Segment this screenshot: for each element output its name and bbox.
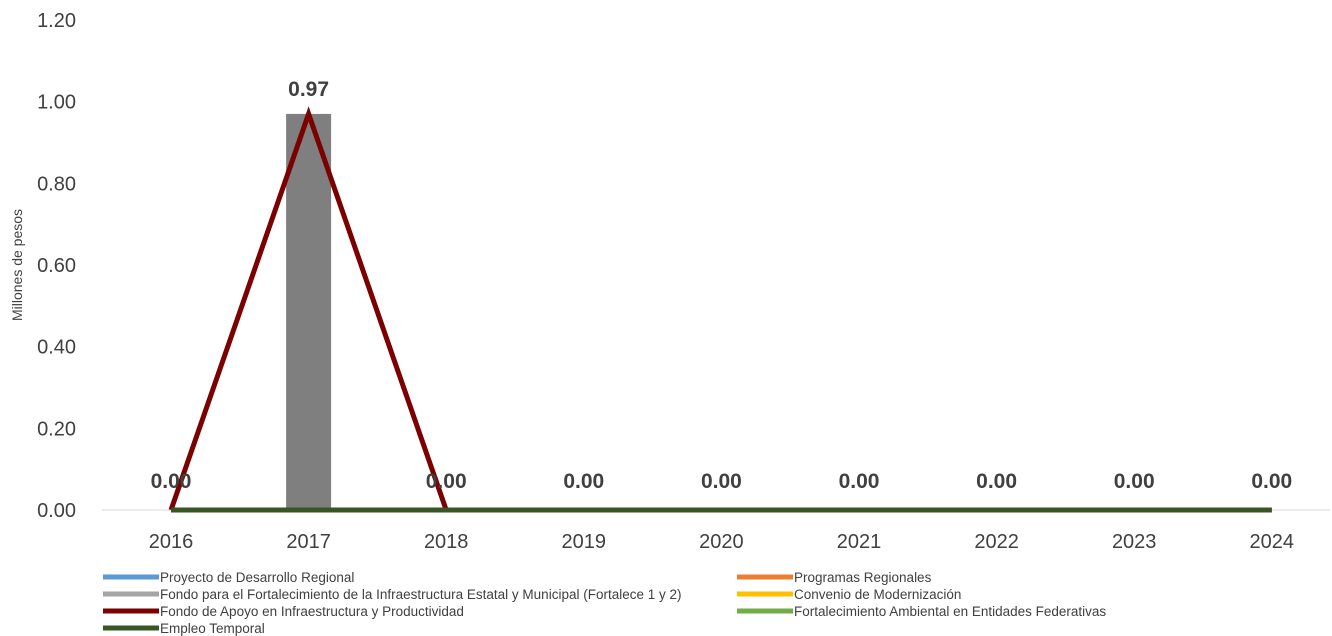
x-tick-label: 2021 — [837, 531, 882, 553]
x-tick-label: 2019 — [562, 531, 607, 553]
data-label: 0.00 — [1114, 470, 1155, 493]
legend-entry: Convenio de Modernización — [794, 587, 961, 602]
data-label: 0.00 — [1251, 470, 1292, 493]
series-lines — [168, 106, 1272, 513]
data-label: 0.00 — [839, 470, 880, 493]
legend-entry: Fortalecimiento Ambiental en Entidades F… — [794, 604, 1106, 619]
y-tick-label: 0.20 — [37, 418, 76, 440]
x-tick-label: 2016 — [149, 531, 194, 553]
data-label: 0.00 — [151, 470, 192, 493]
y-axis: 0.00 0.20 0.40 0.60 0.80 1.00 1.20 — [37, 10, 76, 522]
x-tick-label: 2020 — [699, 531, 744, 553]
x-axis: 2016 2017 2018 2019 2020 2021 2022 2023 2024 — [102, 509, 1330, 553]
y-tick-label: 1.20 — [37, 10, 76, 32]
y-tick-label: 0.40 — [37, 337, 76, 359]
y-tick-label: 0.00 — [37, 500, 76, 522]
bar — [286, 113, 332, 511]
legend-entry: Empleo Temporal — [160, 621, 265, 636]
data-label: 0.00 — [563, 470, 604, 493]
data-labels: 0.00 0.97 0.00 0.00 0.00 0.00 0.00 0.00 0.00 — [151, 78, 1293, 493]
legend-entry: Fondo de Apoyo en Infraestructura y Prod… — [160, 604, 464, 619]
legend: Proyecto de Desarrollo Regional Programas… — [103, 570, 1106, 636]
x-tick-label: 2018 — [424, 531, 469, 553]
x-tick-label: 2024 — [1250, 531, 1295, 553]
legend-entry: Fondo para el Fortalecimiento de la Infr… — [160, 587, 682, 602]
data-label: 0.00 — [701, 470, 742, 493]
x-tick-label: 2017 — [286, 531, 331, 553]
bars — [286, 113, 332, 511]
legend-entry: Programas Regionales — [794, 570, 932, 585]
data-label: 0.00 — [426, 470, 467, 493]
series-line — [168, 106, 449, 511]
y-tick-label: 0.80 — [37, 173, 76, 195]
y-axis-label: Millones de pesos — [9, 209, 25, 321]
x-tick-label: 2023 — [1112, 531, 1157, 553]
y-tick-label: 0.60 — [37, 255, 76, 277]
data-label: 0.00 — [976, 470, 1017, 493]
data-label: 0.97 — [288, 78, 329, 101]
x-tick-label: 2022 — [974, 531, 1019, 553]
y-tick-label: 1.00 — [37, 92, 76, 114]
legend-entry: Proyecto de Desarrollo Regional — [160, 570, 354, 585]
